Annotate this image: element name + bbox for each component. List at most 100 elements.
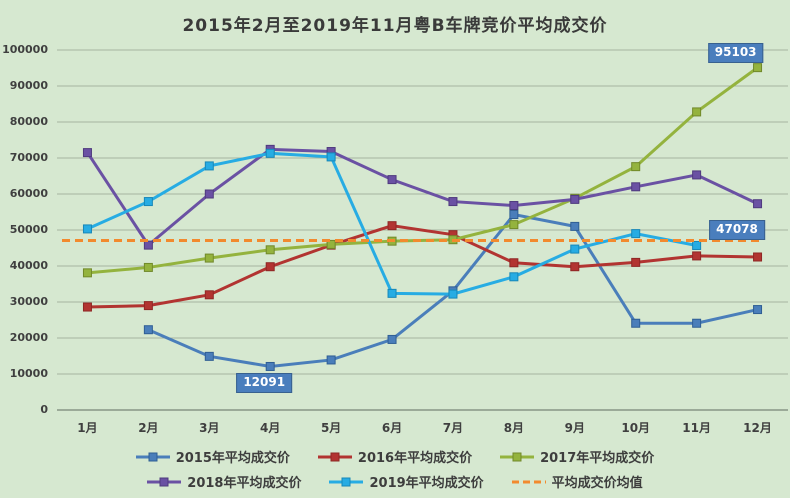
legend: 2015年平均成交价 2016年平均成交价 2017年平均成交价 2018年平均成交价… xyxy=(0,447,790,491)
plot-svg xyxy=(57,49,788,411)
series-marker-4[interactable] xyxy=(692,240,702,250)
y-axis-label: 0 xyxy=(40,403,48,416)
y-axis-label: 60000 xyxy=(9,187,48,200)
series-marker-2[interactable] xyxy=(326,239,336,249)
x-axis-label: 9月 xyxy=(564,421,585,435)
series-marker-2[interactable] xyxy=(692,107,702,117)
series-marker-1[interactable] xyxy=(692,251,702,261)
legend-item-label: 2019年平均成交价 xyxy=(369,476,484,491)
x-axis-label: 4月 xyxy=(260,421,281,435)
series-marker-3[interactable] xyxy=(204,189,214,199)
series-marker-4[interactable] xyxy=(387,288,397,298)
legend-item-2017年平均成交价[interactable]: 2017年平均成交价 xyxy=(500,447,654,466)
series-marker-3[interactable] xyxy=(753,199,763,209)
legend-swatch-icon xyxy=(329,477,364,486)
series-marker-0[interactable] xyxy=(631,318,641,328)
series-marker-1[interactable] xyxy=(143,301,153,311)
series-marker-4[interactable] xyxy=(204,161,214,171)
chart-title: 2015年2月至2019年11月粤B车牌竞价平均成交价 xyxy=(182,16,608,36)
series-marker-4[interactable] xyxy=(509,272,519,282)
series-marker-1[interactable] xyxy=(509,258,519,268)
series-marker-0[interactable] xyxy=(204,351,214,361)
series-marker-3[interactable] xyxy=(387,175,397,185)
y-axis-label: 80000 xyxy=(9,115,48,128)
series-marker-0[interactable] xyxy=(143,325,153,335)
series-marker-1[interactable] xyxy=(387,221,397,231)
series-marker-0[interactable] xyxy=(387,334,397,344)
series-marker-3[interactable] xyxy=(143,240,153,250)
legend-item-2019年平均成交价[interactable]: 2019年平均成交价 xyxy=(329,472,484,491)
data-label-12091[interactable]: 12091 xyxy=(236,373,293,394)
x-axis-label: 11月 xyxy=(682,421,711,435)
legend-item-2016年平均成交价[interactable]: 2016年平均成交价 xyxy=(317,447,473,466)
series-marker-4[interactable] xyxy=(326,152,336,162)
series-marker-0[interactable] xyxy=(509,210,519,220)
legend-item-label: 2018年平均成交价 xyxy=(187,476,302,491)
series-marker-1[interactable] xyxy=(570,262,580,272)
series-marker-0[interactable] xyxy=(326,355,336,365)
series-marker-3[interactable] xyxy=(570,194,580,204)
legend-swatch-icon xyxy=(511,480,546,483)
y-axis-label: 40000 xyxy=(9,259,48,272)
series-line-2[interactable] xyxy=(87,66,759,275)
series-marker-0[interactable] xyxy=(570,221,580,231)
x-axis-label: 12月 xyxy=(743,421,772,435)
legend-item-label: 2016年平均成交价 xyxy=(357,451,473,466)
y-axis: 0 10000 20000 30000 40000 50000 60000 70000 8000… xyxy=(0,44,50,416)
series-marker-3[interactable] xyxy=(82,148,92,158)
series-marker-3[interactable] xyxy=(692,170,702,180)
series-marker-1[interactable] xyxy=(631,257,641,267)
y-axis-label: 20000 xyxy=(9,331,48,344)
series-marker-0[interactable] xyxy=(692,318,702,328)
series-marker-2[interactable] xyxy=(82,268,92,278)
series-marker-2[interactable] xyxy=(753,63,763,73)
legend-row: 2015年平均成交价 2016年平均成交价 2017年平均成交价 xyxy=(135,447,654,466)
y-axis-label: 70000 xyxy=(9,151,48,164)
series-line-1[interactable] xyxy=(87,224,758,309)
legend-swatch-icon xyxy=(317,452,352,461)
legend-item-平均成交价均值[interactable]: 平均成交价均值 xyxy=(511,472,643,491)
series-marker-4[interactable] xyxy=(448,289,458,299)
x-axis-label: 5月 xyxy=(320,421,342,435)
series-marker-2[interactable] xyxy=(631,162,641,172)
series-marker-3[interactable] xyxy=(448,197,458,207)
legend-row: 2018年平均成交价 2019年平均成交价 平均成交价均值 xyxy=(147,472,643,491)
legend-swatch-icon xyxy=(500,452,535,461)
y-axis-label: 90000 xyxy=(9,79,48,92)
series-marker-3[interactable] xyxy=(509,201,519,211)
series-marker-2[interactable] xyxy=(204,253,214,263)
legend-item-2018年平均成交价[interactable]: 2018年平均成交价 xyxy=(147,472,301,491)
series-marker-1[interactable] xyxy=(82,302,92,312)
y-axis-label: 10000 xyxy=(9,367,48,380)
data-label-47078[interactable]: 47078 xyxy=(709,219,765,240)
legend-item-label: 2015年平均成交价 xyxy=(175,451,290,466)
series-marker-0[interactable] xyxy=(753,305,763,315)
x-axis-label: 6月 xyxy=(381,421,403,435)
data-label-95103[interactable]: 95103 xyxy=(707,42,764,63)
x-axis-label: 1月 xyxy=(77,421,98,435)
legend-item-label: 平均成交价均值 xyxy=(551,476,643,491)
series-marker-4[interactable] xyxy=(570,244,580,254)
legend-swatch-icon xyxy=(147,477,182,486)
series-marker-1[interactable] xyxy=(204,290,214,300)
series-marker-2[interactable] xyxy=(509,220,519,230)
series-marker-4[interactable] xyxy=(143,197,153,207)
series-line-3[interactable] xyxy=(86,147,759,248)
legend-swatch-icon xyxy=(135,452,170,461)
x-axis-label: 7月 xyxy=(442,421,464,435)
series-marker-1[interactable] xyxy=(265,262,275,272)
series-marker-2[interactable] xyxy=(143,262,153,272)
plot-area xyxy=(57,49,788,411)
series-marker-0[interactable] xyxy=(265,361,275,371)
series-marker-4[interactable] xyxy=(631,229,641,239)
series-marker-3[interactable] xyxy=(631,182,641,192)
x-axis-label: 2月 xyxy=(138,421,159,435)
y-axis-label: 30000 xyxy=(9,295,48,308)
series-marker-4[interactable] xyxy=(82,224,92,234)
legend-item-2015年平均成交价[interactable]: 2015年平均成交价 xyxy=(135,447,290,466)
series-marker-1[interactable] xyxy=(753,252,763,262)
series-marker-2[interactable] xyxy=(265,245,275,255)
series-marker-4[interactable] xyxy=(265,148,275,158)
x-axis-label: 8月 xyxy=(503,421,525,435)
